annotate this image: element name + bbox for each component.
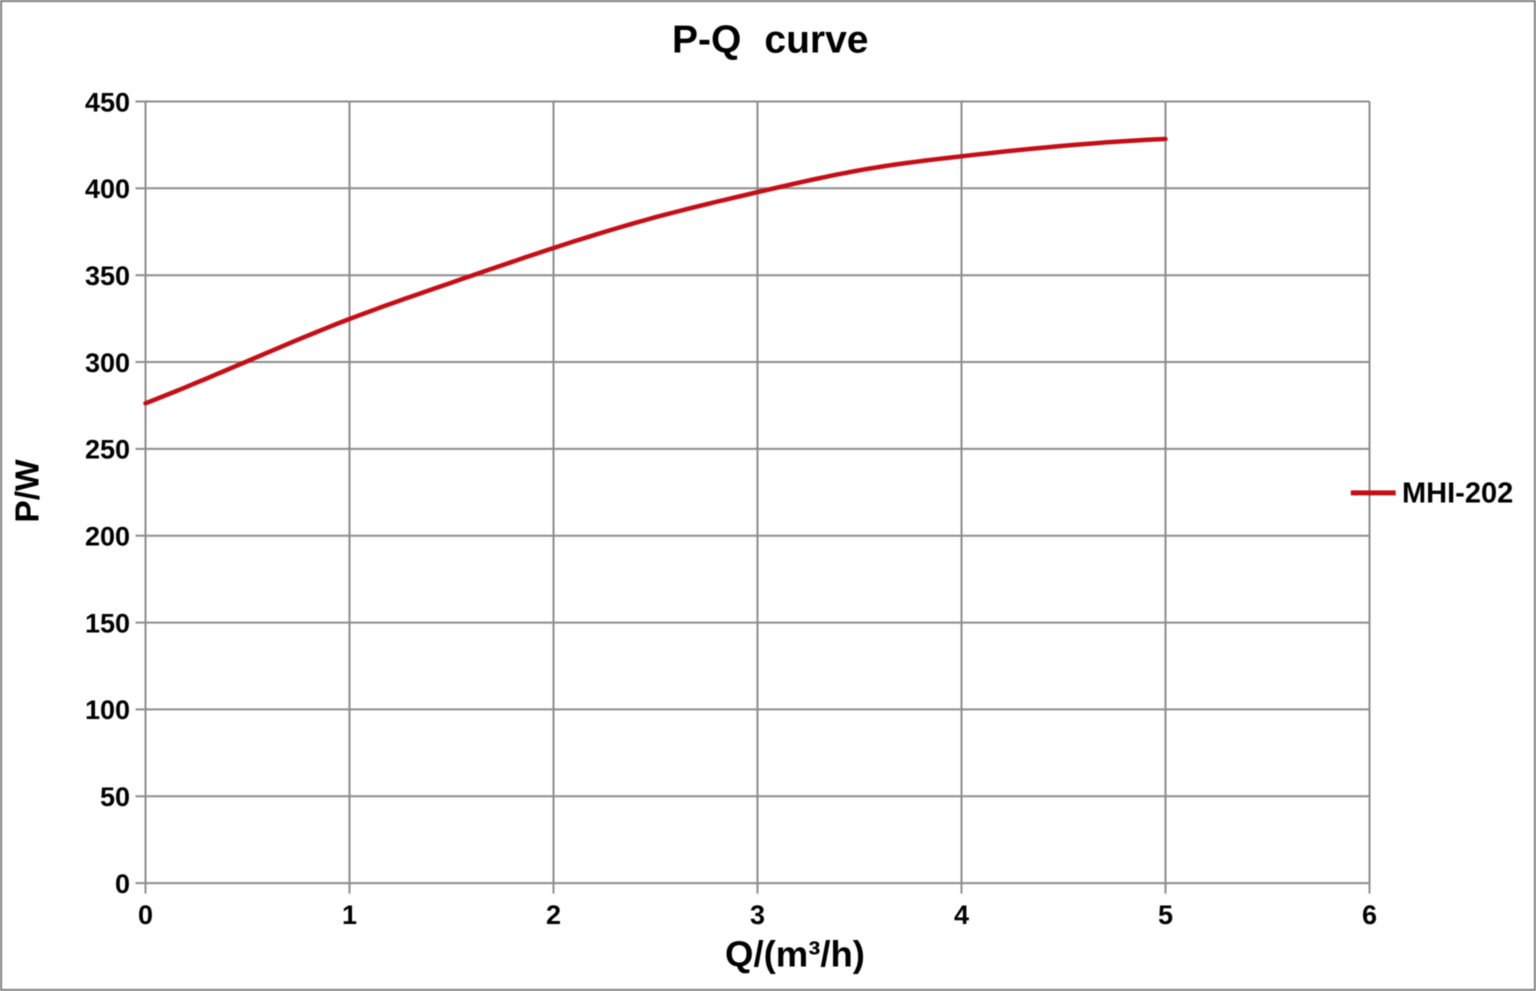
svg-text:50: 50 [100, 782, 130, 812]
svg-text:300: 300 [85, 348, 130, 378]
svg-text:150: 150 [85, 608, 130, 638]
svg-text:100: 100 [85, 695, 130, 725]
svg-text:Q/(m³/h): Q/(m³/h) [725, 934, 865, 975]
svg-text:2: 2 [546, 900, 561, 930]
svg-text:6: 6 [1362, 900, 1377, 930]
svg-text:curve: curve [764, 19, 868, 62]
svg-text:350: 350 [85, 261, 130, 291]
svg-text:250: 250 [85, 435, 130, 465]
svg-text:400: 400 [85, 174, 130, 204]
svg-text:4: 4 [954, 900, 969, 930]
svg-text:450: 450 [85, 87, 130, 117]
svg-text:P-Q: P-Q [672, 19, 741, 62]
svg-text:1: 1 [342, 900, 357, 930]
svg-text:200: 200 [85, 522, 130, 552]
svg-text:3: 3 [750, 900, 765, 930]
svg-text:0: 0 [115, 869, 130, 899]
svg-text:MHI-202: MHI-202 [1402, 478, 1513, 510]
svg-text:0: 0 [138, 900, 153, 930]
svg-text:5: 5 [1158, 900, 1173, 930]
svg-text:P/W: P/W [9, 459, 46, 523]
